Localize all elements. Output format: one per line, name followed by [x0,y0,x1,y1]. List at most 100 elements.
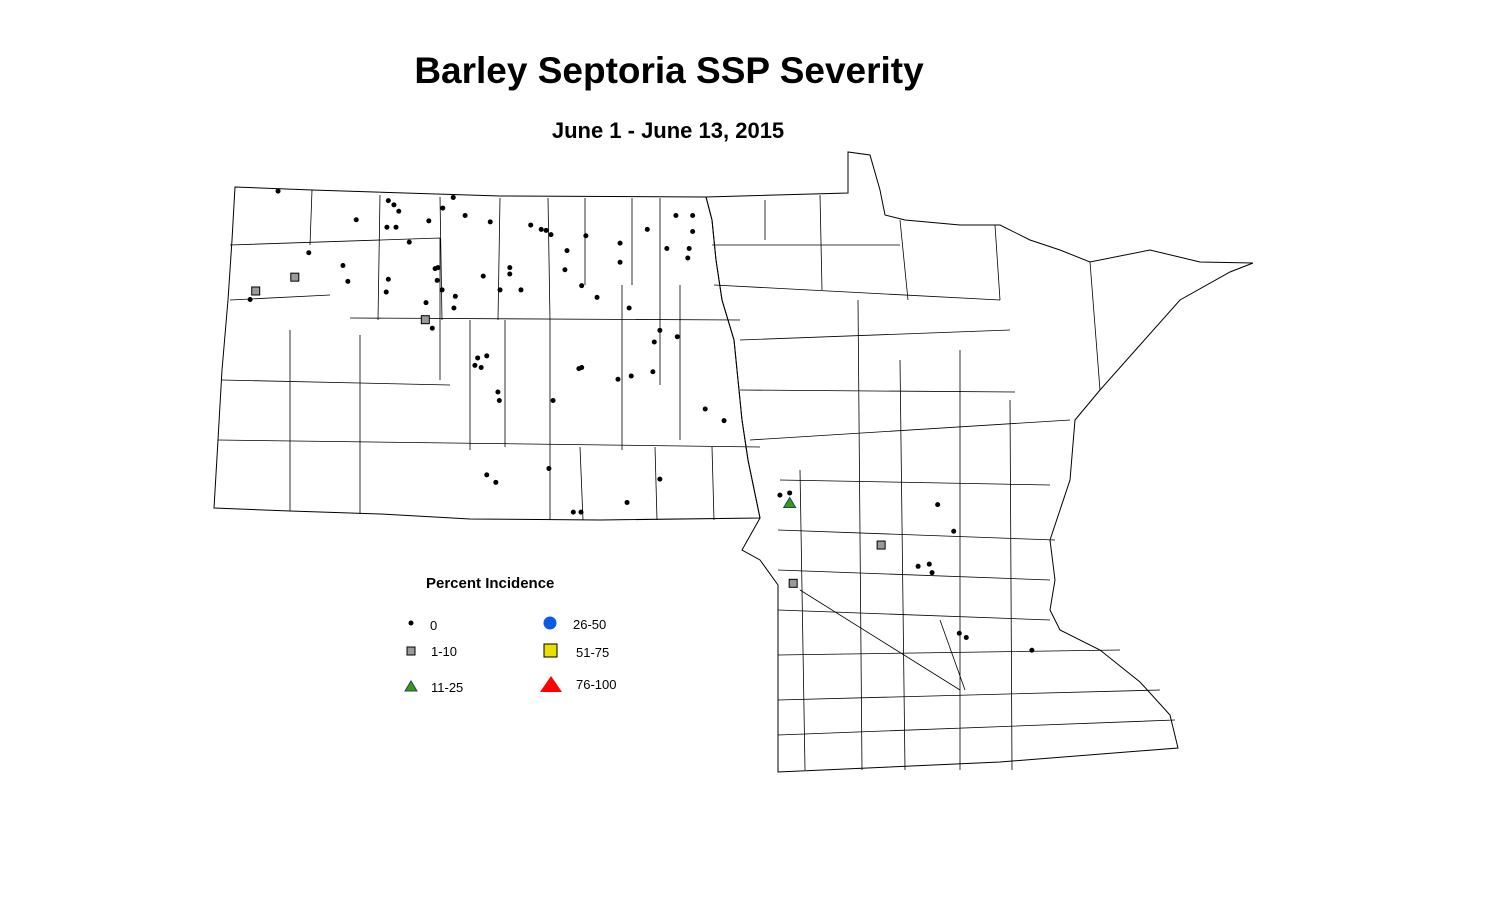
legend-circle-blue-icon [543,616,557,630]
point-0 [594,294,600,300]
point-0 [435,265,441,271]
point-0 [583,233,589,239]
point-0 [650,369,656,375]
legend-symbols [404,616,562,692]
legend-label-51-75: 51-75 [576,645,610,660]
legend-label-26-50: 26-50 [573,617,607,632]
point-0 [562,267,568,273]
point-0 [396,208,402,214]
point-0 [426,218,432,224]
point-0 [787,490,793,496]
point-0 [956,630,962,636]
point-0 [480,273,486,279]
legend-label-0: 0 [430,618,438,633]
point-0 [915,563,921,569]
point-0 [702,406,708,412]
point-0 [345,278,351,284]
point-0 [451,305,457,311]
point-0 [487,219,493,225]
point-0 [528,222,534,228]
point-0 [452,293,458,299]
point-0 [434,277,440,283]
point-0 [384,224,390,230]
legend-title: Percent Incidence [426,575,555,592]
point-0 [617,240,623,246]
point-0 [615,376,621,382]
legend-triangle-green-icon [404,680,418,692]
point-0 [935,502,941,508]
point-0 [496,397,502,403]
point-0 [385,198,391,204]
legend-dot-icon [408,620,414,626]
point-0 [579,365,585,371]
point-0 [963,635,969,641]
point-0 [690,228,696,234]
point-0 [440,205,446,211]
point-0 [423,300,429,306]
legend-label-11-25: 11-25 [431,680,464,695]
point-0 [507,265,513,271]
point-1-10 [420,315,430,325]
map-title: Barley Septoria SSP Severity [414,50,924,91]
point-0 [1029,647,1035,653]
point-0 [685,255,691,261]
point-0 [548,232,554,238]
point-0 [578,509,584,515]
point-0 [306,250,312,256]
point-0 [538,226,544,232]
observation-points [247,188,1035,653]
point-0 [518,287,524,293]
point-0 [644,226,650,232]
legend-triangle-red-icon [540,676,562,692]
point-0 [475,355,481,361]
point-0 [439,287,445,293]
point-0 [385,276,391,282]
point-0 [429,325,435,331]
point-0 [275,188,281,194]
point-0 [472,362,478,368]
point-0 [546,466,552,472]
point-0 [674,334,680,340]
point-1-10 [251,286,261,296]
point-0 [462,213,468,219]
point-0 [624,500,630,506]
point-0 [721,418,727,424]
legend-square-yellow-icon [543,643,558,658]
point-0 [353,217,359,223]
point-1-10 [290,272,300,282]
point-0 [495,389,501,395]
point-0 [550,397,556,403]
point-0 [543,227,549,233]
point-0 [690,213,696,219]
point-0 [657,327,663,333]
point-0 [393,224,399,230]
point-0 [628,373,634,379]
point-0 [626,305,632,311]
point-0 [484,472,490,478]
point-0 [926,561,932,567]
legend-square-gray-icon [406,646,416,656]
map-subtitle: June 1 - June 13, 2015 [551,118,785,143]
point-0 [406,239,412,245]
point-0 [484,353,490,359]
point-1-10 [788,578,798,588]
point-0 [391,202,397,208]
point-0 [564,248,570,254]
legend-label-1-10: 1-10 [431,644,458,659]
point-0 [450,194,456,200]
county-lines [217,189,1176,771]
point-0 [497,287,503,293]
point-0 [570,509,576,515]
point-0 [951,528,957,534]
point-11-25 [782,496,797,509]
point-0 [247,296,253,302]
legend-label-76-100: 76-100 [576,677,617,692]
point-1-10 [876,540,886,550]
point-0 [493,479,499,485]
point-0 [617,259,623,265]
point-0 [664,245,670,251]
point-0 [478,365,484,371]
point-0 [507,271,513,277]
point-0 [777,492,783,498]
